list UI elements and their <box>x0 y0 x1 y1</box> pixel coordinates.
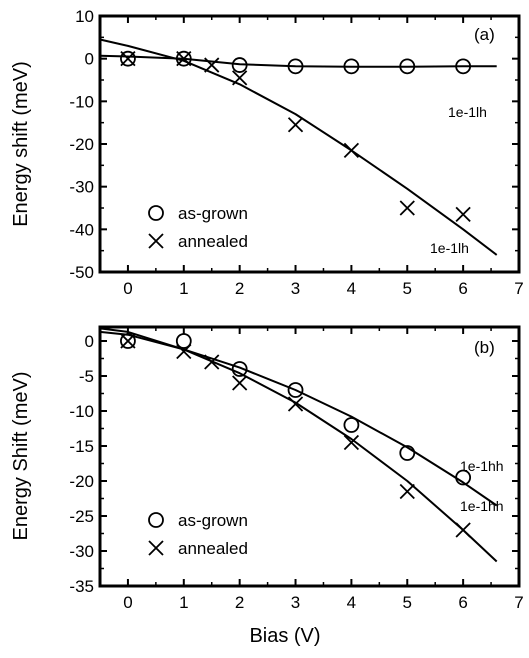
marker-cross <box>176 343 192 360</box>
marker-cross <box>204 354 220 370</box>
legend-label: as-grown <box>178 204 248 223</box>
marker-cross <box>176 51 192 67</box>
x-tick-label: 3 <box>291 593 300 612</box>
y-tick-label: 0 <box>85 332 94 351</box>
marker-cross <box>343 142 360 159</box>
x-tick-label: 6 <box>458 279 467 298</box>
y-tick-label: -20 <box>69 472 94 491</box>
marker-cross <box>455 522 471 538</box>
y-tick-label: -20 <box>69 135 94 154</box>
marker-circle <box>455 58 472 75</box>
x-tick-label: 6 <box>458 593 467 612</box>
fit-curve <box>99 54 497 68</box>
marker-cross <box>148 233 164 249</box>
fit-curve-label: 1e-1hh <box>460 458 504 474</box>
fit-curve-label: 1e-1lh <box>448 104 487 120</box>
x-tick-label: 4 <box>347 279 356 298</box>
marker-cross <box>399 200 415 216</box>
marker-circle <box>231 57 248 73</box>
marker-circle <box>343 58 360 75</box>
y-tick-label: -10 <box>69 402 94 421</box>
y-tick-label: -50 <box>69 263 94 282</box>
fit-curve <box>99 327 498 563</box>
marker-cross <box>120 333 136 349</box>
marker-circle <box>287 382 304 398</box>
x-tick-label: 5 <box>403 593 412 612</box>
panel-label: (b) <box>474 338 495 357</box>
fit-curve <box>99 38 498 256</box>
marker-cross <box>232 70 248 86</box>
y-tick-label: -40 <box>69 220 94 239</box>
x-tick-label: 5 <box>403 279 412 298</box>
fit-curve <box>99 330 498 507</box>
x-tick-label: 1 <box>179 279 188 298</box>
y-tick-label: -30 <box>69 178 94 197</box>
y-tick-label: -5 <box>79 367 94 386</box>
marker-circle <box>287 58 304 75</box>
marker-circle <box>148 512 164 528</box>
marker-cross <box>148 540 164 556</box>
panel-b: 0 1 2 3 4 5 6 7 0 -5 -10 -15 -20 -25 -30 -35 Energy Shif… <box>10 325 524 612</box>
y-tick-label: 10 <box>75 7 94 26</box>
y-axis-title: Energy Shift (meV) <box>10 372 32 541</box>
marker-cross <box>399 483 415 500</box>
x-axis-title: Bias (V) <box>249 625 320 647</box>
marker-cross <box>204 57 220 73</box>
marker-cross <box>120 51 136 67</box>
marker-circle <box>120 333 136 349</box>
legend-label: annealed <box>178 539 248 558</box>
plot-frame <box>98 325 521 588</box>
panel-label: (a) <box>474 25 495 44</box>
marker-cross <box>287 396 304 412</box>
x-tick-label: 4 <box>347 593 356 612</box>
x-tick-label: 0 <box>123 279 132 298</box>
marker-cross <box>287 117 304 133</box>
marker-circle <box>175 50 192 67</box>
fit-curve-label: 1e-1lh <box>430 240 469 256</box>
x-tick-label: 2 <box>235 279 244 298</box>
y-tick-label: -25 <box>69 507 94 526</box>
x-tick-label: 0 <box>123 593 132 612</box>
legend-label: annealed <box>178 232 248 251</box>
x-tick-label: 1 <box>179 593 188 612</box>
marker-cross <box>343 434 360 451</box>
x-tick-label: 7 <box>514 593 523 612</box>
marker-circle <box>120 50 136 67</box>
marker-cross <box>455 206 471 223</box>
marker-circle <box>455 469 472 486</box>
fit-curve-label: 1e-1hh <box>460 498 504 514</box>
marker-circle <box>343 417 360 433</box>
marker-circle <box>231 361 248 377</box>
y-tick-label: -35 <box>69 577 94 596</box>
marker-circle <box>148 205 164 221</box>
y-tick-label: 0 <box>85 50 94 69</box>
y-axis-title: Energy shift (meV) <box>10 61 32 227</box>
marker-cross <box>232 375 248 391</box>
y-tick-label: -10 <box>69 92 94 111</box>
x-tick-label: 7 <box>514 279 523 298</box>
y-tick-label: -30 <box>69 542 94 561</box>
marker-circle <box>399 445 416 461</box>
x-tick-label: 2 <box>235 593 244 612</box>
y-tick-label: -15 <box>69 437 94 456</box>
panel-a: 0 1 2 3 4 5 6 7 10 0 -10 -20 -30 -40 -50 Energy shift (… <box>10 7 524 298</box>
x-tick-label: 3 <box>291 279 300 298</box>
legend-label: as-grown <box>178 511 248 530</box>
marker-circle <box>399 58 416 75</box>
marker-circle <box>175 333 192 349</box>
